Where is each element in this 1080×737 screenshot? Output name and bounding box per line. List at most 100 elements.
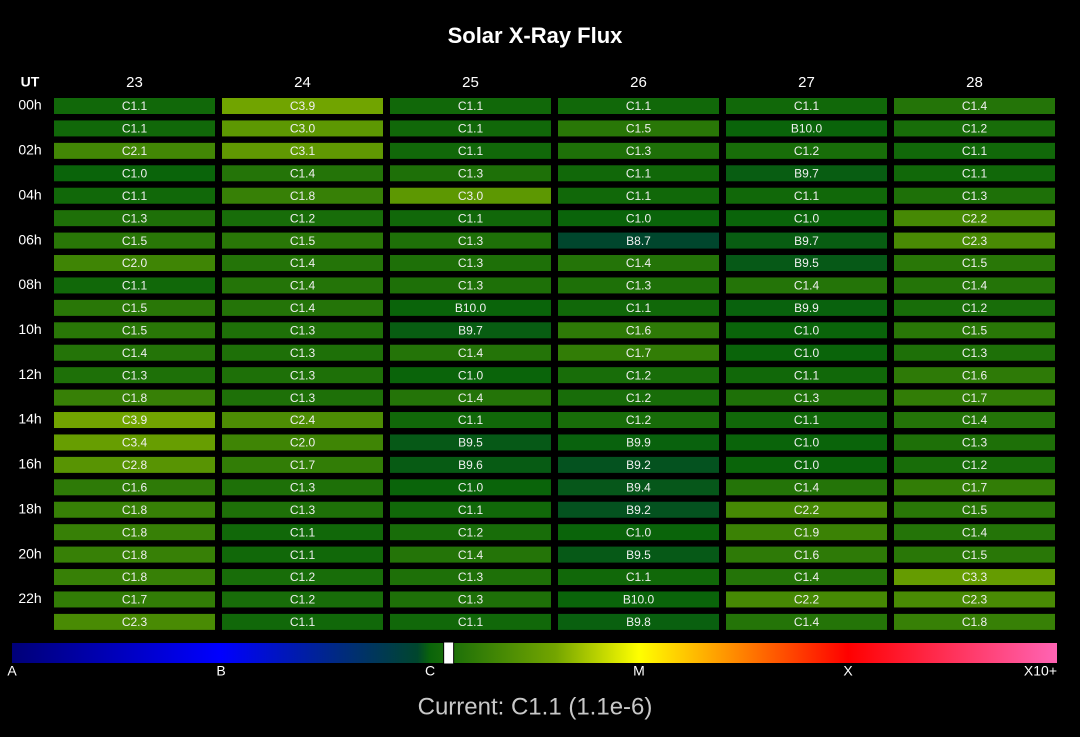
day-label: 27: [798, 74, 815, 91]
cell: [894, 232, 1055, 249]
cell: [894, 613, 1055, 630]
cell-label: C1.3: [122, 211, 148, 225]
cell-label: C1.1: [122, 189, 148, 203]
cell: [54, 569, 215, 586]
cell: [558, 434, 719, 451]
color-bar: [12, 643, 1057, 663]
cell-label: C1.4: [794, 615, 820, 629]
cell-label: C1.2: [794, 144, 820, 158]
cell-label: C1.6: [962, 368, 988, 382]
cell: [390, 344, 551, 361]
cell-label: C2.2: [794, 503, 820, 517]
cell-label: C1.7: [626, 346, 652, 360]
cell-label: C1.2: [290, 570, 316, 584]
cell-label: C1.3: [626, 279, 652, 293]
cell: [54, 299, 215, 316]
cell-label: C1.3: [458, 279, 484, 293]
cell: [558, 412, 719, 429]
cell: [726, 98, 887, 114]
cell: [894, 412, 1055, 429]
cell-label: C1.8: [962, 615, 988, 629]
cell-label: C1.1: [458, 122, 484, 136]
cell: [726, 546, 887, 563]
cell-label: C1.1: [122, 279, 148, 293]
cell-label: C1.3: [458, 166, 484, 180]
hour-label: 14h: [18, 411, 41, 427]
cell: [726, 277, 887, 294]
cell-label: C1.0: [122, 166, 148, 180]
cell-label: C1.0: [626, 525, 652, 539]
cell: [390, 546, 551, 563]
cell-label: C1.1: [290, 548, 316, 562]
cell: [54, 142, 215, 159]
cell-label: C1.5: [962, 503, 988, 517]
cell: [222, 501, 383, 518]
cell: [390, 479, 551, 496]
cell-label: C1.6: [626, 323, 652, 337]
cell-label: C3.1: [290, 144, 316, 158]
cell: [222, 546, 383, 563]
hour-label: 18h: [18, 500, 41, 516]
cell: [390, 569, 551, 586]
cell-label: C3.4: [122, 436, 148, 450]
cell: [894, 434, 1055, 451]
cell: [222, 210, 383, 227]
cell-label: C1.6: [794, 548, 820, 562]
cell: [894, 456, 1055, 473]
cell: [222, 142, 383, 159]
cell: [894, 98, 1055, 114]
cell-label: C1.5: [962, 256, 988, 270]
cell: [726, 120, 887, 137]
cell: [54, 367, 215, 384]
cell: [558, 142, 719, 159]
cell: [894, 299, 1055, 316]
cell: [54, 524, 215, 541]
cell-label: C1.2: [626, 391, 652, 405]
cell: [726, 412, 887, 429]
cell: [54, 389, 215, 406]
cell: [222, 613, 383, 630]
cell-label: C1.5: [626, 122, 652, 136]
cell-label: C1.4: [290, 279, 316, 293]
cell: [726, 569, 887, 586]
cell-label: B9.2: [626, 503, 651, 517]
cell-label: C1.3: [458, 593, 484, 607]
cell: [54, 322, 215, 339]
cell-label: C2.4: [290, 413, 316, 427]
cell-label: C1.1: [458, 99, 484, 113]
cell-label: B10.0: [623, 593, 655, 607]
cell: [726, 591, 887, 608]
cell-label: B9.4: [626, 480, 651, 494]
cell-label: C1.3: [122, 368, 148, 382]
cell-label: C1.5: [962, 323, 988, 337]
cell: [222, 412, 383, 429]
cell-label: C1.0: [458, 480, 484, 494]
cell: [894, 389, 1055, 406]
cell: [726, 299, 887, 316]
cell-label: C1.7: [962, 391, 988, 405]
cell: [390, 456, 551, 473]
cell-label: C1.1: [122, 99, 148, 113]
cell-label: C1.1: [794, 413, 820, 427]
cell-label: C1.1: [626, 166, 652, 180]
cell: [390, 210, 551, 227]
cell-label: B8.7: [626, 234, 651, 248]
cell: [54, 165, 215, 182]
cell-label: C1.3: [962, 436, 988, 450]
cell-label: C1.5: [122, 323, 148, 337]
cell: [222, 299, 383, 316]
cell-label: C3.0: [458, 189, 484, 203]
cell: [726, 142, 887, 159]
cell-label: C1.4: [458, 548, 484, 562]
cell: [558, 210, 719, 227]
scale-label: A: [7, 663, 17, 679]
cell: [726, 434, 887, 451]
cell: [54, 456, 215, 473]
cell: [894, 569, 1055, 586]
cell: [54, 434, 215, 451]
cell: [558, 524, 719, 541]
cell: [222, 120, 383, 137]
cell: [726, 479, 887, 496]
cell: [558, 120, 719, 137]
cell-label: B9.6: [458, 458, 483, 472]
